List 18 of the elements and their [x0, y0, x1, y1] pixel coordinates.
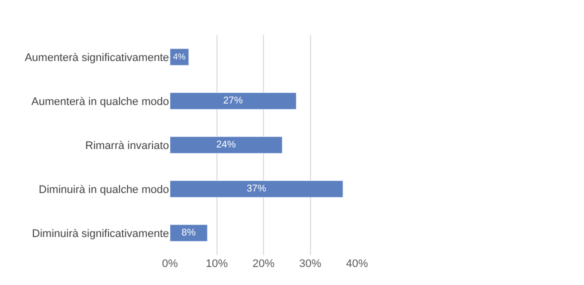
- bar: [170, 180, 344, 198]
- data-label: 24%: [216, 140, 236, 151]
- x-tick-label: 20%: [252, 258, 275, 270]
- data-label: 4%: [173, 51, 186, 62]
- data-label: 8%: [182, 228, 196, 239]
- y-tick-label: Aumenterà significativamente: [24, 52, 169, 64]
- x-tick-label: 0%: [162, 258, 178, 270]
- y-tick-label: Diminuirà in qualche modo: [38, 184, 169, 196]
- data-label: 27%: [223, 96, 244, 107]
- bar: [170, 92, 296, 110]
- x-tick-label: 40%: [346, 258, 368, 270]
- y-tick-label: Aumenterà in qualche modo: [31, 96, 169, 108]
- bar: [170, 136, 282, 154]
- y-tick-label: Rimarrà invariato: [85, 140, 169, 152]
- x-tick-label: 30%: [299, 258, 322, 270]
- data-label: 37%: [246, 184, 266, 195]
- x-tick-label: 10%: [206, 258, 228, 270]
- y-tick-label: Diminuirà significativamente: [32, 228, 169, 240]
